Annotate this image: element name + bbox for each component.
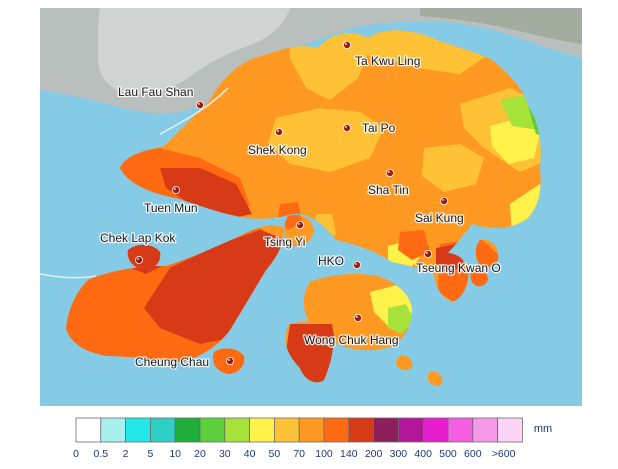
station-dot-highlight [276, 129, 279, 132]
legend-tick-label: 140 [340, 448, 358, 460]
legend-tick-label: 2 [123, 448, 129, 460]
station-dot-icon [352, 260, 361, 269]
legend-swatch [149, 417, 176, 443]
station-dot-highlight [297, 222, 300, 225]
station-marker: Lau Fau Shan [117, 84, 204, 110]
station-label: Shek Kong [248, 143, 307, 157]
station-dot-highlight [354, 262, 357, 265]
station-label: Cheung Chau [135, 355, 209, 369]
station-label: Tseung Kwan O [416, 261, 501, 275]
station-dot-highlight [344, 125, 347, 128]
station-dot-highlight [344, 42, 347, 46]
legend-tick-label: 0 [73, 448, 79, 460]
mainland-hills [420, 8, 582, 44]
legend-swatch [224, 417, 251, 443]
legend-tick-label: 300 [390, 448, 408, 460]
legend-swatch [397, 417, 424, 443]
legend-tick-label: 20 [194, 448, 206, 460]
legend-swatch [100, 417, 127, 443]
station-marker: Wong Chuk Hang [303, 313, 400, 348]
coastline-highlight [159, 87, 229, 135]
legend-swatch [174, 417, 201, 443]
legend-swatch [497, 417, 523, 443]
legend-tick-label: 70 [293, 448, 305, 460]
legend-tick-label: 0.5 [93, 448, 108, 460]
station-label: Tsing Yi [264, 235, 305, 249]
station-dot-icon [225, 356, 234, 365]
station-marker: Sha Tin [367, 168, 410, 198]
station-marker: Tseung Kwan O [415, 249, 502, 276]
legend-swatch [125, 417, 151, 443]
rainfall-map: Ta Kwu Ling Lau Fau Shan Tai Po Shek Kong Sh… [40, 8, 582, 406]
station-marker: Cheung Chau [134, 354, 234, 370]
station-marker: Chek Lap Kok [99, 230, 178, 264]
legend-swatch [472, 417, 498, 443]
station-dot-icon [342, 124, 351, 133]
legend-swatch [249, 417, 275, 443]
legend-tick-label: 40 [244, 448, 256, 460]
station-label: Tai Po [362, 121, 396, 135]
station-dot-icon [274, 128, 283, 137]
station-marker: HKO [317, 253, 361, 269]
station-label: Tuen Mun [144, 201, 198, 215]
legend-swatch [348, 417, 374, 443]
legend-tick-label: 100 [315, 448, 333, 460]
bridge-link [40, 273, 97, 279]
station-dot-icon [135, 255, 144, 264]
station-dot-icon [342, 41, 351, 50]
legend-unit: mm [534, 423, 552, 435]
station-dot-highlight [227, 358, 230, 361]
station-label: Sai Kung [415, 211, 464, 225]
shenzhen-urban-area [97, 8, 290, 95]
legend-tick-label: 5 [147, 448, 153, 460]
legend-tick-label: >600 [492, 448, 516, 460]
legend-swatch [323, 417, 350, 443]
station-dot-highlight [387, 170, 390, 173]
weather-stations: Ta Kwu Ling Lau Fau Shan Tai Po Shek Kong Sh… [99, 41, 502, 370]
legend-tick-label: 400 [414, 448, 432, 460]
station-dot-icon [195, 101, 204, 110]
station-dot-highlight [197, 102, 200, 105]
legend-tick-label: 30 [219, 448, 231, 460]
legend-swatch [422, 417, 449, 443]
station-dot-icon [353, 313, 362, 322]
station-label: Ta Kwu Ling [355, 54, 420, 68]
legend-swatch [447, 417, 474, 443]
legend-swatches [75, 417, 523, 443]
legend-swatch [273, 417, 300, 443]
legend-tick-label: 600 [464, 448, 482, 460]
station-dot-icon [171, 185, 180, 194]
station-label: Wong Chuk Hang [304, 333, 399, 347]
station-dot-icon [295, 220, 304, 229]
station-marker: Tai Po [342, 120, 397, 136]
station-marker: Tuen Mun [143, 185, 199, 216]
legend-tick-label: 10 [169, 448, 181, 460]
station-marker: Sai Kung [414, 196, 465, 226]
station-label: Sha Tin [368, 183, 409, 197]
station-dot-icon [423, 249, 432, 258]
legend-tick-label: 50 [269, 448, 281, 460]
station-label: HKO [318, 254, 344, 268]
legend-swatch [298, 417, 325, 443]
legend-tick-label: 200 [365, 448, 383, 460]
legend-ticks: 0 0.5 2 5 10 20 30 40 50 70 100 140 200 300 400 500 600 >… [73, 448, 516, 460]
station-marker: Shek Kong [247, 128, 308, 158]
legend-swatch [75, 417, 102, 443]
legend-swatch [199, 417, 226, 443]
station-dot-highlight [136, 257, 139, 260]
station-dot-highlight [425, 251, 428, 254]
legend-tick-label: 500 [439, 448, 457, 460]
rainfall-legend: 0 0.5 2 5 10 20 30 40 50 70 100 140 200 300 400 500 600 >… [0, 410, 618, 464]
station-marker: Ta Kwu Ling [342, 41, 422, 69]
station-dot-icon [385, 168, 394, 177]
station-dot-highlight [355, 315, 358, 318]
station-label: Lau Fau Shan [118, 85, 193, 99]
legend-swatch [373, 417, 399, 443]
station-marker: Tsing Yi [263, 220, 307, 250]
station-dot-highlight [441, 198, 444, 201]
station-label: Chek Lap Kok [100, 231, 176, 245]
station-dot-icon [439, 196, 448, 205]
station-dot-highlight [173, 187, 176, 190]
